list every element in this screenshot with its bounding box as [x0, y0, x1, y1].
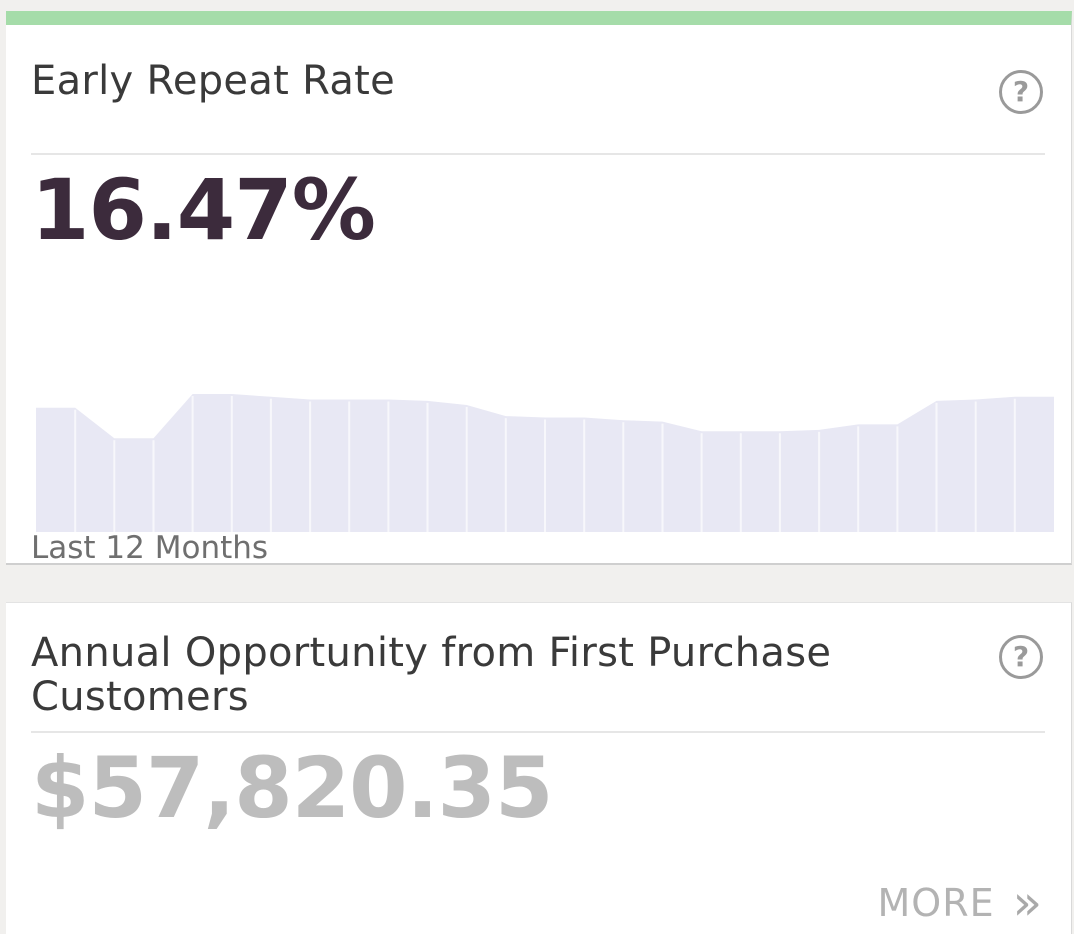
card-title: Early Repeat Rate: [31, 58, 396, 104]
early-repeat-rate-card: Early Repeat Rate ? 16.47% Last 12 Month…: [6, 11, 1072, 566]
more-link[interactable]: MORE »: [877, 875, 1043, 931]
divider: [31, 153, 1045, 155]
annual-opportunity-value: $57,820.35: [31, 739, 553, 837]
time-range-caption: Last 12 Months: [31, 530, 269, 566]
early-repeat-rate-value: 16.47%: [31, 161, 376, 259]
double-chevron-right-icon: »: [1012, 875, 1043, 931]
divider: [31, 731, 1045, 733]
annual-opportunity-card: Annual Opportunity from First Purchase C…: [6, 602, 1072, 934]
help-icon[interactable]: ?: [999, 70, 1043, 114]
more-label: MORE: [877, 881, 995, 925]
card-title: Annual Opportunity from First Purchase C…: [31, 630, 832, 720]
help-icon[interactable]: ?: [999, 635, 1043, 679]
sparkline-chart: [36, 394, 1054, 532]
sparkline-dividers: [74, 396, 1016, 532]
